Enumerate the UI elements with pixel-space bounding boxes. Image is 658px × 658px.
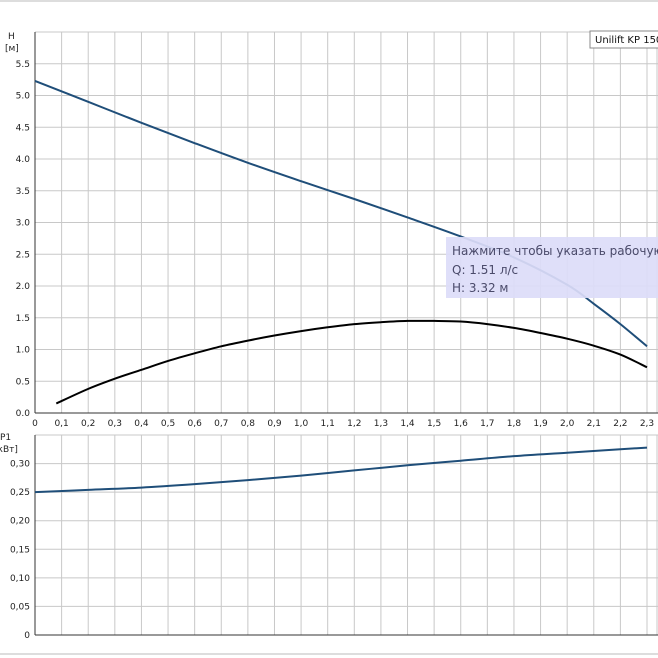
head-chart-x-tick-label: 2,0 [560,419,575,429]
head-chart-x-tick-label: 0,3 [108,419,122,429]
tooltip-line-3: H: 3.32 м [452,281,508,295]
head-chart-x-tick-label: 2,3 [640,419,654,429]
power-chart-y-tick-label: 0,25 [10,488,30,498]
head-chart-y-tick-label: 1.5 [16,314,30,324]
head-chart-y-tick-label: 4.0 [16,155,31,165]
power-chart-plot-area [35,435,658,635]
head-chart-x-tick-label: 1,5 [427,419,441,429]
head-chart-x-tick-label: 0,2 [81,419,95,429]
head-chart-x-tick-label: 1,3 [374,419,388,429]
head-chart-y-label-2: [м] [5,44,19,54]
head-chart-y-tick-label: 5.5 [16,60,30,70]
head-chart-x-tick-label: 0,1 [54,419,68,429]
head-chart-y-label-1: H [8,32,15,42]
head-chart-x-tick-label: 1,1 [321,419,335,429]
head-chart[interactable]: 0.0 0.5 1.0 1.5 2.0 2.5 3.0 3.5 4.0 4.5 5.0 5.5 0 0,… [5,31,658,429]
tooltip-line-1: Нажмите чтобы указать рабочую т [452,244,658,258]
head-chart-x-tick-label: 1,6 [454,419,469,429]
head-chart-x-tick-label: 1,2 [347,419,361,429]
head-chart-y-tick-label: 2.0 [16,282,31,292]
head-chart-x-tick-label: 1,0 [294,419,309,429]
power-chart-y-tick-label: 0,10 [10,574,30,584]
head-chart-x-ticks: 0 0,1 0,2 0,3 0,4 0,5 0,6 0,7 0,8 0,9 1,0 1,1 1,2 1,3… [32,419,654,429]
head-chart-x-tick-label: 0,4 [134,419,149,429]
head-chart-x-tick-label: 0 [32,419,38,429]
head-chart-y-ticks: 0.0 0.5 1.0 1.5 2.0 2.5 3.0 3.5 4.0 4.5 5.0 5.5 [16,60,31,419]
power-chart-y-ticks: 0 0,05 0,10 0,15 0,20 0,25 0,30 [10,460,30,641]
head-chart-y-tick-label: 1.0 [16,346,31,356]
head-chart-x-tick-label: 0,6 [187,419,202,429]
head-chart-y-tick-label: 3.0 [16,219,31,229]
head-chart-x-tick-label: 1,8 [507,419,522,429]
head-chart-x-tick-label: 2,1 [587,419,601,429]
power-chart-y-tick-label: 0,15 [10,545,30,555]
power-chart-y-tick-label: 0 [24,631,30,641]
head-chart-y-tick-label: 4.5 [16,123,30,133]
power-chart-y-tick-label: 0,30 [10,460,30,470]
head-chart-x-tick-label: 1,7 [480,419,494,429]
head-chart-y-tick-label: 3.5 [16,187,30,197]
head-chart-x-tick-label: 0,7 [214,419,228,429]
head-chart-y-tick-label: 2.5 [16,250,30,260]
head-chart-x-tick-label: 1,4 [400,419,415,429]
tooltip[interactable]: Нажмите чтобы указать рабочую т Q: 1.51 … [446,237,658,298]
power-chart[interactable]: 0 0,05 0,10 0,15 0,20 0,25 0,30 P1 [кВт] [0,433,658,641]
head-chart-x-tick-label: 0,5 [161,419,175,429]
head-chart-y-tick-label: 5.0 [16,92,31,102]
legend-label: Unilift KP 150 [595,35,658,46]
head-chart-y-tick-label: 0.0 [16,409,31,419]
tooltip-line-2: Q: 1.51 л/с [452,263,518,277]
legend-box: Unilift KP 150 [590,31,658,48]
power-chart-y-tick-label: 0,05 [10,602,30,612]
power-chart-y-label-2: [кВт] [0,445,18,455]
head-chart-x-tick-label: 2,2 [613,419,627,429]
power-chart-y-tick-label: 0,20 [10,517,30,527]
power-chart-y-label-1: P1 [0,433,11,443]
head-chart-y-tick-label: 0.5 [16,377,30,387]
head-chart-x-tick-label: 0,8 [241,419,256,429]
head-chart-x-tick-label: 0,9 [267,419,282,429]
head-chart-x-tick-label: 1,9 [533,419,548,429]
